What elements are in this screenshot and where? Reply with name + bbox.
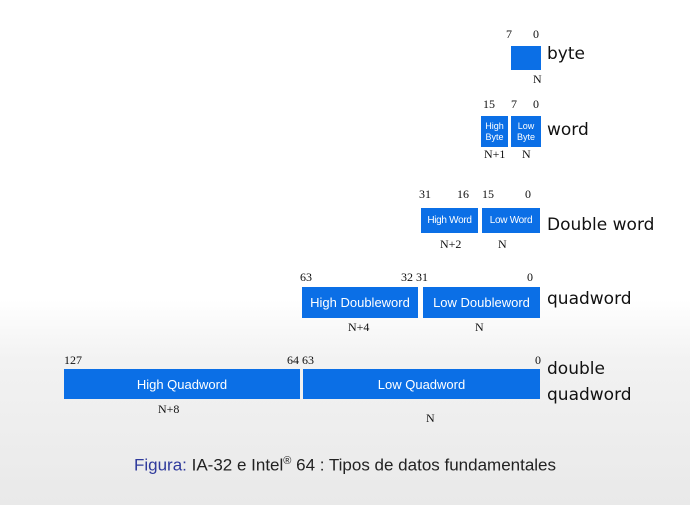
double-quadword-index-low: N	[426, 411, 435, 425]
doubleword-label: Double word	[547, 215, 655, 235]
quadword-index-low: N	[475, 320, 484, 334]
doubleword-index-low: N	[498, 237, 507, 251]
byte-label: byte	[547, 44, 585, 64]
word-high-byte-line2: Byte	[485, 131, 504, 142]
doubleword-high-word: High Word	[421, 208, 478, 233]
doubleword-index-high: N+2	[440, 237, 462, 251]
word-low-byte: Low Byte	[511, 116, 541, 147]
quadword-bit-mid: 32 31	[401, 270, 428, 284]
word-bit-low: 0	[533, 97, 539, 111]
word-high-byte-line1: High	[485, 120, 504, 131]
word-bit-high: 15	[483, 97, 495, 111]
quadword-index-high: N+4	[348, 320, 370, 334]
double-quadword-label-line1: double	[547, 359, 605, 379]
double-quadword-index-high: N+8	[158, 402, 180, 416]
quadword-label: quadword	[547, 289, 632, 309]
double-quadword-high-quadword: High Quadword	[64, 369, 300, 399]
double-quadword-label-line2: quadword	[547, 385, 632, 405]
registered-mark: ®	[283, 455, 292, 467]
byte-block	[511, 46, 541, 70]
caption-lead: Figura:	[133, 455, 187, 475]
caption-text-a: IA-32 e Intel	[186, 455, 284, 475]
doubleword-bit-mid-high: 16	[457, 187, 469, 201]
byte-bit-low: 0	[533, 27, 539, 41]
double-quadword-bit-high: 127	[64, 353, 82, 367]
double-quadword-low-quadword: Low Quadword	[303, 369, 540, 399]
double-quadword-bit-mid: 64 63	[287, 353, 314, 367]
caption-text-b: 64 : Tipos de datos fundamentales	[291, 455, 557, 475]
word-label: word	[547, 120, 589, 140]
byte-bit-high: 7	[506, 27, 512, 41]
word-low-byte-line1: Low	[517, 120, 535, 131]
quadword-bit-high: 63	[300, 270, 312, 284]
doubleword-bit-mid-low: 15	[482, 187, 494, 201]
word-index-high: N+1	[484, 147, 506, 161]
word-high-byte: High Byte	[481, 116, 508, 147]
word-low-byte-line2: Byte	[516, 131, 535, 142]
double-quadword-bit-low: 0	[535, 353, 541, 367]
quadword-high-doubleword: High Doubleword	[302, 287, 418, 318]
doubleword-low-word: Low Word	[482, 208, 540, 233]
word-index-low: N	[522, 147, 531, 161]
byte-index: N	[533, 72, 542, 86]
figure-caption: Figura: IA-32 e Intel® 64 : Tipos de dat…	[0, 455, 690, 476]
doubleword-bit-high: 31	[419, 187, 431, 201]
quadword-low-doubleword: Low Doubleword	[423, 287, 540, 318]
doubleword-bit-low: 0	[525, 187, 531, 201]
word-bit-mid: 7	[511, 97, 517, 111]
quadword-bit-low: 0	[527, 270, 533, 284]
